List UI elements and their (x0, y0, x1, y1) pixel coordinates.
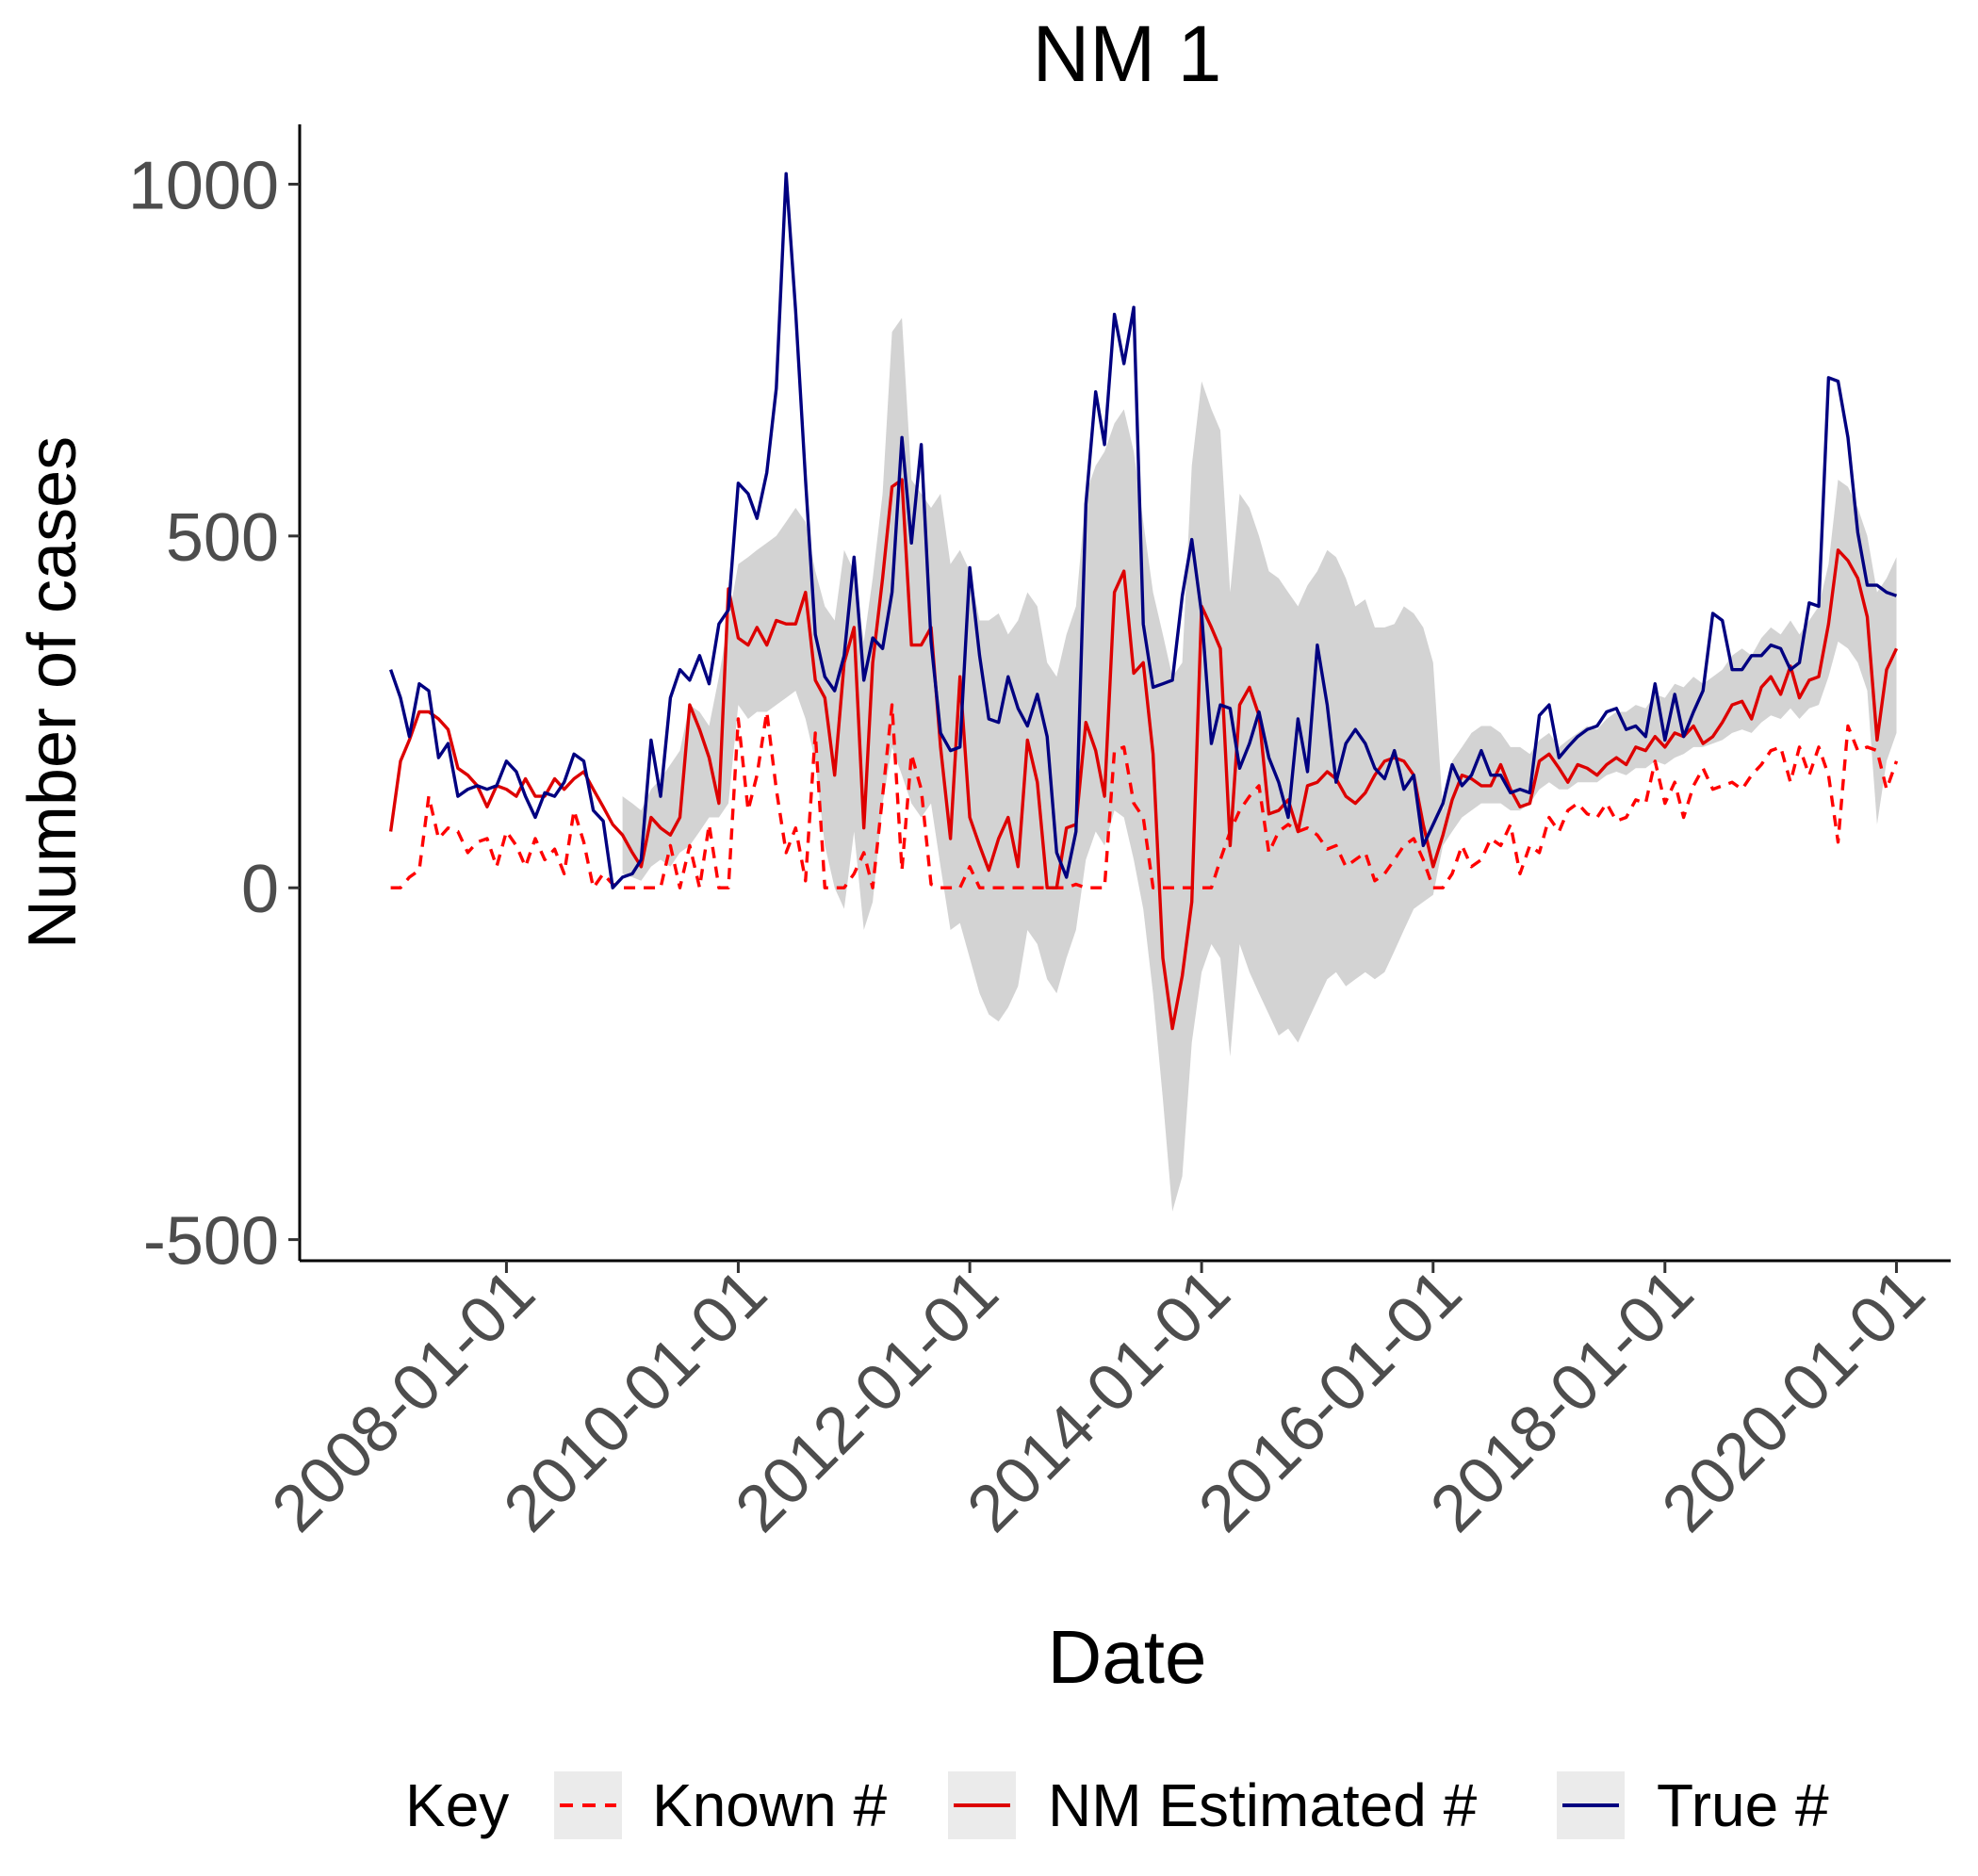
legend-label-known: Known # (652, 1771, 887, 1839)
y-axis-ticks: -500 0 500 1000 (128, 148, 300, 1280)
legend-label-true: True # (1657, 1771, 1829, 1839)
legend-label-estimated: NM Estimated # (1048, 1771, 1478, 1839)
y-tick-label: 0 (241, 852, 279, 927)
uncertainty-band (622, 318, 1897, 1212)
uncertainty-band-layer (622, 318, 1897, 1212)
y-tick-label: 1000 (128, 148, 279, 223)
chart-title: NM 1 (1033, 9, 1222, 98)
y-axis-label: Number of cases (15, 436, 90, 949)
series-estimated-line (388, 478, 1899, 1031)
y-tick-label: -500 (143, 1204, 279, 1280)
y-tick-label: 500 (166, 500, 279, 576)
series-layer (388, 171, 1899, 1031)
legend: Key Known # NM Estimated # True # (405, 1771, 1829, 1839)
x-axis-label: Date (1048, 1615, 1207, 1699)
series-true-line (388, 171, 1898, 889)
legend-title: Key (405, 1771, 509, 1839)
